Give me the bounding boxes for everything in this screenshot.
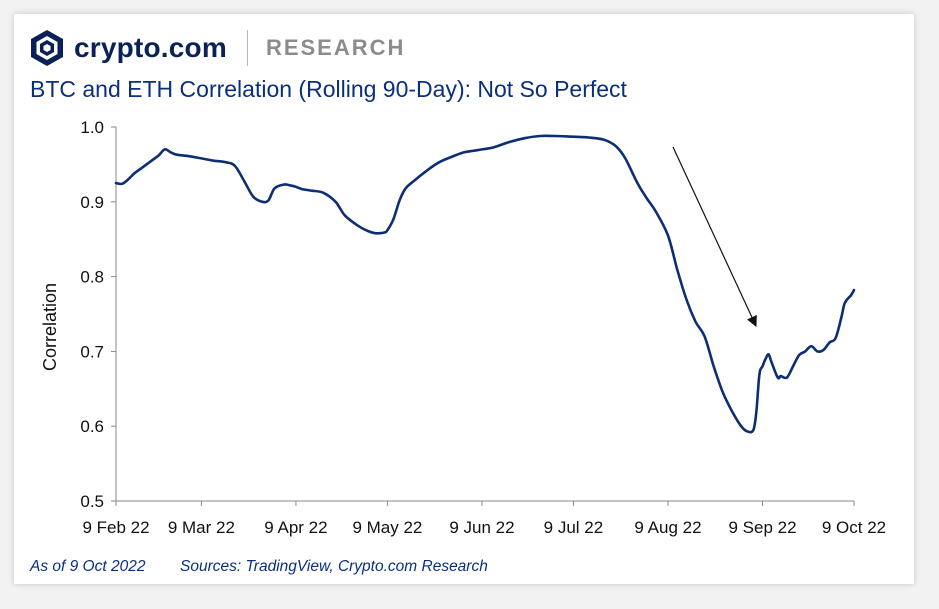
x-tick-label: 9 Apr 22 bbox=[264, 518, 327, 537]
y-tick-label: 0.9 bbox=[80, 193, 104, 212]
y-tick-label: 0.6 bbox=[80, 417, 104, 436]
x-tick-label: 9 Sep 22 bbox=[728, 518, 796, 537]
y-tick-label: 0.8 bbox=[80, 268, 104, 287]
x-tick-label: 9 Aug 22 bbox=[634, 518, 701, 537]
line-chart: 0.5 0.6 0.7 0.8 0.9 1.0 9 Feb 22 9 Mar 22 9 Apr … bbox=[40, 118, 886, 537]
header-logo: crypto.com RESEARCH bbox=[30, 28, 405, 68]
x-tick-label: 9 Feb 22 bbox=[82, 518, 149, 537]
x-tick-label: 9 Jul 22 bbox=[544, 518, 604, 537]
y-tick-label: 0.7 bbox=[80, 342, 104, 361]
x-tick-label: 9 Jun 22 bbox=[449, 518, 514, 537]
sources-note: Sources: TradingView, Crypto.com Researc… bbox=[180, 558, 488, 575]
x-tick-label: 9 Oct 22 bbox=[822, 518, 886, 537]
chart-title: BTC and ETH Correlation (Rolling 90-Day)… bbox=[30, 76, 627, 102]
brand-name: crypto.com bbox=[74, 32, 227, 63]
annotation-arrow bbox=[672, 146, 757, 327]
correlation-series-line bbox=[114, 134, 856, 434]
y-tick-label: 1.0 bbox=[80, 118, 104, 137]
x-tick-label: 9 May 22 bbox=[352, 518, 422, 537]
as-of-note: As of 9 Oct 2022 bbox=[30, 558, 146, 575]
chart-card: crypto.com RESEARCH BTC and ETH Correlat… bbox=[14, 14, 914, 584]
crypto-com-logo-icon bbox=[31, 30, 63, 66]
y-axis-title: Correlation bbox=[40, 283, 60, 371]
x-tick-label: 9 Mar 22 bbox=[168, 518, 235, 537]
y-tick-label: 0.5 bbox=[80, 492, 104, 511]
header-divider bbox=[246, 30, 248, 66]
section-label: RESEARCH bbox=[265, 35, 406, 60]
